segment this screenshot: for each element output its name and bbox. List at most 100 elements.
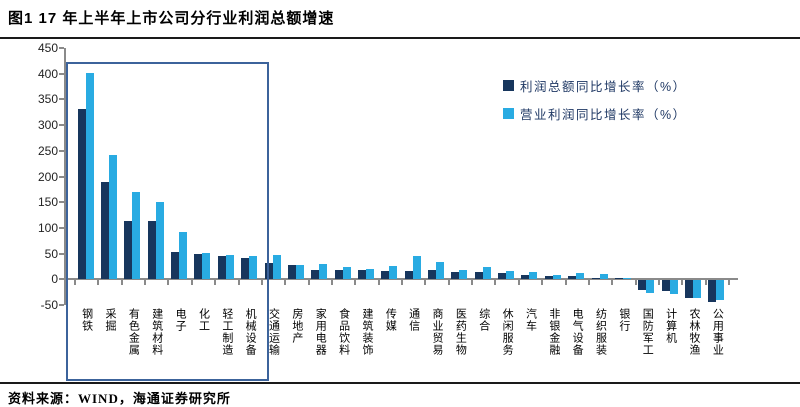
x-axis-label: 通信 xyxy=(407,308,420,332)
x-axis-tick xyxy=(377,280,380,286)
bar-s0-国防军工 xyxy=(638,280,647,291)
y-axis-label: 450 xyxy=(37,41,58,55)
bar-s1-房地产 xyxy=(295,265,304,280)
bar-s0-商业贸易 xyxy=(428,270,437,280)
x-axis-label: 商业贸易 xyxy=(431,308,444,356)
figure-title: 图1 17 年上半年上市公司分行业利润总额增速 xyxy=(8,10,335,27)
x-axis-tick xyxy=(494,280,497,286)
x-axis-tick xyxy=(728,280,730,286)
x-axis-label: 轻工制造 xyxy=(220,308,233,356)
bar-s1-综合 xyxy=(482,266,491,280)
x-axis-label: 汽车 xyxy=(524,308,537,332)
bar-s0-银行 xyxy=(614,278,623,280)
bar-s1-医药生物 xyxy=(459,270,468,280)
bar-s0-计算机 xyxy=(661,280,670,292)
legend-swatch-operating-profit-icon xyxy=(503,108,514,119)
x-axis-tick xyxy=(517,280,520,286)
x-axis-tick xyxy=(97,280,100,286)
bar-s1-建筑装饰 xyxy=(365,269,374,280)
x-axis-label: 医药生物 xyxy=(454,308,467,356)
legend-label-profit-total: 利润总额同比增长率（%） xyxy=(520,80,687,94)
bar-s1-国防军工 xyxy=(646,280,655,293)
bar-s0-休闲服务 xyxy=(498,273,507,280)
bar-s0-交通运输 xyxy=(264,263,273,280)
x-axis-tick xyxy=(704,280,707,286)
y-axis-tick xyxy=(59,124,64,127)
bar-s1-建筑材料 xyxy=(155,202,164,280)
bar-s1-机械设备 xyxy=(249,255,258,280)
bar-s0-有色金属 xyxy=(124,221,133,280)
bar-s1-轻工制造 xyxy=(225,254,234,280)
x-axis-tick xyxy=(447,280,450,286)
x-axis-tick xyxy=(401,280,403,286)
bar-s0-房地产 xyxy=(287,265,296,280)
bar-s0-建筑装饰 xyxy=(357,269,366,280)
x-axis-tick xyxy=(354,280,357,286)
bar-s1-电气设备 xyxy=(576,272,585,280)
bar-s0-食品饮料 xyxy=(334,269,343,280)
bar-s0-采掘 xyxy=(101,181,110,280)
x-axis-label: 家用电器 xyxy=(314,308,327,356)
legend-swatch-profit-total-icon xyxy=(503,80,514,91)
bar-s0-公用事业 xyxy=(708,280,717,302)
y-axis-tick xyxy=(59,175,64,178)
bar-s0-综合 xyxy=(474,271,483,280)
bar-s0-农林牧渔 xyxy=(684,280,693,299)
x-axis-label: 房地产 xyxy=(290,308,303,344)
bar-s1-汽车 xyxy=(529,271,538,280)
legend-item-operating-profit: 营业利润同比增长率（%） xyxy=(503,104,687,123)
bar-s0-化工 xyxy=(194,253,203,280)
y-axis-tick xyxy=(59,252,64,255)
x-axis-label: 钢铁 xyxy=(80,308,93,332)
bar-s1-传媒 xyxy=(389,266,398,280)
x-axis-label: 化工 xyxy=(197,308,210,332)
bar-s1-家用电器 xyxy=(319,263,328,280)
bar-s1-计算机 xyxy=(669,280,678,294)
x-axis-tick xyxy=(541,280,544,286)
x-axis-label: 建筑装饰 xyxy=(360,308,373,356)
x-axis-label: 非银金融 xyxy=(547,308,560,356)
y-axis-tick xyxy=(59,226,64,229)
bar-s1-交通运输 xyxy=(272,255,281,280)
x-axis-tick xyxy=(587,280,590,286)
y-axis-label: 350 xyxy=(37,92,58,107)
bar-s0-钢铁 xyxy=(77,108,86,280)
bar-s0-电气设备 xyxy=(568,276,577,280)
bar-s0-医药生物 xyxy=(451,271,460,280)
y-axis-label: 100 xyxy=(37,220,58,235)
y-axis-line xyxy=(64,48,66,305)
x-axis-label: 公用事业 xyxy=(711,308,724,356)
y-axis-tick xyxy=(59,98,64,101)
bar-s1-采掘 xyxy=(109,154,118,280)
x-axis-label: 建筑材料 xyxy=(150,308,163,356)
bar-s1-钢铁 xyxy=(85,72,94,280)
x-axis-label: 银行 xyxy=(617,308,630,332)
x-axis-tick xyxy=(237,280,240,286)
y-axis-label: 400 xyxy=(37,66,58,81)
bar-s0-非银金融 xyxy=(544,275,553,280)
x-axis-label: 国防军工 xyxy=(641,308,654,356)
x-axis-tick xyxy=(120,280,123,286)
bar-s1-公用事业 xyxy=(716,280,725,300)
x-axis-label: 采掘 xyxy=(104,308,117,332)
x-axis-tick xyxy=(284,280,287,286)
x-axis-tick xyxy=(634,280,637,286)
y-axis-tick xyxy=(59,47,64,49)
y-axis-tick xyxy=(59,72,64,75)
x-axis-label: 电气设备 xyxy=(571,308,584,356)
bar-s1-电子 xyxy=(179,232,188,280)
x-axis-tick xyxy=(190,280,193,286)
highlight-box xyxy=(66,62,269,381)
y-axis-label: 200 xyxy=(37,169,58,184)
bar-s1-纺织服装 xyxy=(599,274,608,280)
bar-s1-有色金属 xyxy=(132,191,141,280)
bar-s1-化工 xyxy=(202,252,211,280)
x-axis-label: 机械设备 xyxy=(244,308,257,356)
y-axis-label: 150 xyxy=(37,195,58,210)
x-axis-tick xyxy=(657,280,660,286)
x-axis-tick xyxy=(144,280,147,286)
bar-s0-电子 xyxy=(171,252,180,280)
y-axis-label: 300 xyxy=(37,118,58,133)
